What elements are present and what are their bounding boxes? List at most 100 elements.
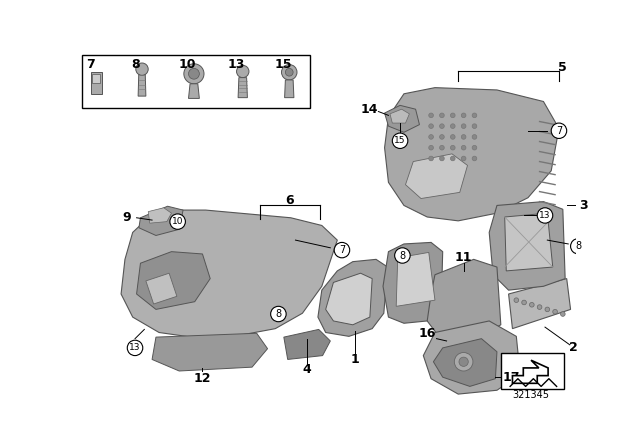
Circle shape: [440, 124, 444, 129]
Polygon shape: [284, 329, 330, 359]
Polygon shape: [238, 78, 248, 98]
Circle shape: [440, 134, 444, 139]
Circle shape: [451, 124, 455, 129]
Polygon shape: [189, 84, 199, 99]
Polygon shape: [285, 80, 294, 98]
Text: 14: 14: [360, 103, 378, 116]
Circle shape: [184, 64, 204, 84]
Text: 17: 17: [502, 370, 520, 383]
FancyBboxPatch shape: [501, 353, 564, 389]
Text: 13: 13: [129, 344, 141, 353]
Text: 3: 3: [579, 199, 588, 212]
Polygon shape: [92, 74, 100, 83]
Polygon shape: [509, 279, 571, 329]
Polygon shape: [428, 259, 501, 340]
Text: 5: 5: [557, 61, 566, 74]
Text: 9: 9: [122, 211, 131, 224]
Circle shape: [429, 146, 433, 150]
Circle shape: [136, 63, 148, 75]
Polygon shape: [390, 109, 410, 123]
Circle shape: [461, 156, 466, 161]
Circle shape: [461, 113, 466, 118]
Polygon shape: [136, 252, 210, 310]
Circle shape: [440, 113, 444, 118]
Circle shape: [472, 124, 477, 129]
Text: 2: 2: [570, 341, 578, 354]
Text: 7: 7: [86, 58, 95, 71]
Polygon shape: [146, 273, 177, 304]
Circle shape: [472, 134, 477, 139]
Polygon shape: [423, 321, 520, 394]
Polygon shape: [385, 88, 559, 221]
Circle shape: [551, 123, 566, 138]
Text: 16: 16: [419, 327, 436, 340]
Circle shape: [440, 146, 444, 150]
Polygon shape: [406, 154, 467, 198]
Circle shape: [522, 300, 527, 305]
Circle shape: [537, 305, 542, 310]
Circle shape: [461, 124, 466, 129]
Polygon shape: [489, 202, 565, 290]
Polygon shape: [121, 210, 337, 340]
Polygon shape: [91, 72, 102, 94]
Text: 8: 8: [399, 250, 406, 260]
Text: 10: 10: [179, 58, 196, 71]
Circle shape: [451, 113, 455, 118]
Circle shape: [472, 113, 477, 118]
Polygon shape: [139, 206, 183, 236]
Circle shape: [472, 146, 477, 150]
Circle shape: [472, 156, 477, 161]
Polygon shape: [138, 69, 146, 96]
Polygon shape: [396, 252, 435, 306]
Circle shape: [451, 156, 455, 161]
Circle shape: [459, 357, 468, 366]
Text: 10: 10: [172, 217, 184, 226]
Circle shape: [127, 340, 143, 356]
Circle shape: [429, 134, 433, 139]
Circle shape: [440, 156, 444, 161]
Text: 15: 15: [275, 58, 292, 71]
Circle shape: [545, 307, 550, 312]
Circle shape: [514, 298, 518, 302]
Circle shape: [561, 312, 565, 316]
Circle shape: [237, 65, 249, 78]
Text: 8: 8: [275, 309, 282, 319]
Circle shape: [189, 69, 199, 79]
Polygon shape: [326, 273, 372, 325]
Circle shape: [429, 124, 433, 129]
Circle shape: [461, 146, 466, 150]
Circle shape: [170, 214, 186, 229]
Polygon shape: [383, 242, 443, 323]
Circle shape: [461, 134, 466, 139]
Circle shape: [451, 134, 455, 139]
FancyBboxPatch shape: [81, 55, 310, 108]
Text: 13: 13: [540, 211, 551, 220]
Text: 12: 12: [194, 372, 211, 385]
Circle shape: [553, 310, 557, 314]
Text: 1: 1: [351, 353, 360, 366]
Polygon shape: [433, 339, 497, 386]
Polygon shape: [152, 333, 268, 371]
Circle shape: [285, 69, 293, 76]
Text: 8: 8: [131, 58, 140, 71]
Text: 13: 13: [228, 58, 245, 71]
Circle shape: [429, 113, 433, 118]
Text: 321345: 321345: [513, 390, 550, 400]
Text: 4: 4: [303, 363, 312, 376]
Circle shape: [454, 353, 473, 371]
Circle shape: [392, 133, 408, 148]
Circle shape: [334, 242, 349, 258]
Text: 7: 7: [339, 245, 345, 255]
Text: 15: 15: [394, 136, 406, 145]
Circle shape: [529, 302, 534, 307]
Polygon shape: [385, 105, 419, 132]
Polygon shape: [505, 213, 553, 271]
Text: 6: 6: [285, 194, 294, 207]
Text: 11: 11: [455, 251, 472, 264]
Circle shape: [271, 306, 286, 322]
Text: 7: 7: [556, 126, 562, 136]
Polygon shape: [148, 208, 172, 223]
Polygon shape: [513, 360, 548, 383]
Text: 8: 8: [575, 241, 581, 251]
Circle shape: [429, 156, 433, 161]
